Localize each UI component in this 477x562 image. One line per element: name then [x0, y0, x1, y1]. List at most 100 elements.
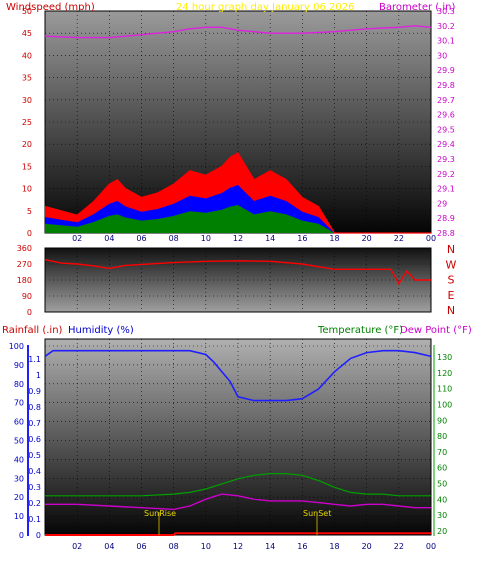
wind-y-tick: 0 — [27, 229, 32, 238]
wind-x-tick: 04 — [104, 234, 114, 243]
rainfall-y-tick: 0.6 — [28, 435, 41, 444]
baro-y-tick: 30.2 — [437, 22, 455, 31]
direction-y-tick: 0 — [27, 308, 32, 317]
rainfall-y-tick: 0.2 — [28, 499, 41, 508]
wind-y-tick: 10 — [22, 185, 32, 194]
baro-y-tick: 29.1 — [437, 185, 455, 194]
humidity-x-tick: 22 — [394, 542, 404, 551]
graph-title: 24 hour graph day January 06 2026 — [176, 2, 354, 13]
wind-x-tick: 00 — [426, 234, 436, 243]
humidity-axis-title: Humidity (%) — [68, 325, 134, 336]
compass-label: W — [446, 258, 457, 271]
wind-y-tick: 20 — [22, 140, 32, 149]
humidity-x-tick: 08 — [169, 542, 179, 551]
rainfall-line — [45, 532, 431, 536]
rainfall-y-tick: 0.3 — [28, 483, 41, 492]
wind-y-tick: 30 — [22, 96, 32, 105]
wind-y-tick: 35 — [22, 74, 32, 83]
sunset-label: SunSet — [303, 509, 331, 518]
wind-y-tick: 40 — [22, 51, 32, 60]
humidity-x-tick: 14 — [265, 542, 275, 551]
baro-y-tick: 30.3 — [437, 7, 455, 16]
direction-y-tick: 90 — [22, 292, 32, 301]
humidity-x-tick: 16 — [297, 542, 307, 551]
humidity-x-tick: 12 — [233, 542, 243, 551]
windspeed-average-area — [45, 205, 431, 233]
baro-y-tick: 29.9 — [437, 66, 455, 75]
rainfall-y-tick: 0.7 — [28, 419, 41, 428]
baro-y-tick: 30 — [437, 51, 447, 60]
rainfall-y-tick: 1.1 — [28, 355, 41, 364]
temperature-y-tick: 20 — [437, 527, 447, 536]
temperature-y-tick: 30 — [437, 511, 447, 520]
wind-x-tick: 22 — [394, 234, 404, 243]
rainfall-axis-title: Rainfall (.in) — [2, 325, 63, 336]
humidity-y-tick: 30 — [14, 474, 24, 483]
rainfall-y-tick: 0.4 — [28, 467, 41, 476]
humidity-x-tick: 20 — [362, 542, 372, 551]
wind-x-tick: 12 — [233, 234, 243, 243]
temperature-y-tick: 90 — [437, 416, 447, 425]
wind-x-tick: 10 — [201, 234, 211, 243]
baro-y-tick: 29.2 — [437, 170, 455, 179]
direction-y-tick: 180 — [17, 276, 32, 285]
barometer-axis-title: Barometer (.in) — [379, 2, 455, 13]
wind-x-tick: 16 — [297, 234, 307, 243]
direction-y-tick: 360 — [17, 244, 32, 253]
temperature-axis-title: Temperature (°F) — [317, 325, 403, 336]
wind-x-tick: 18 — [329, 234, 339, 243]
temperature-y-tick: 110 — [437, 385, 452, 394]
wind-y-tick: 45 — [22, 29, 32, 38]
compass-label: N — [447, 243, 455, 256]
humidity-y-tick: 70 — [14, 399, 24, 408]
temperature-y-tick: 120 — [437, 369, 452, 378]
compass-label: S — [448, 274, 455, 287]
humidity-x-tick: 00 — [426, 542, 436, 551]
wind-x-tick: 06 — [136, 234, 146, 243]
baro-y-tick: 29 — [437, 199, 447, 208]
compass-label: N — [447, 304, 455, 317]
humidity-y-tick: 50 — [14, 437, 24, 446]
wind-x-tick: 02 — [72, 234, 82, 243]
rainfall-y-tick: 0.5 — [28, 451, 41, 460]
baro-y-tick: 29.3 — [437, 155, 455, 164]
wind-y-tick: 25 — [22, 118, 32, 127]
baro-y-tick: 30.1 — [437, 37, 455, 46]
direction-y-tick: 270 — [17, 260, 32, 269]
wind-x-tick: 08 — [169, 234, 179, 243]
humidity-y-tick: 90 — [14, 361, 24, 370]
baro-y-tick: 29.7 — [437, 96, 455, 105]
temperature-y-tick: 130 — [437, 353, 452, 362]
rainfall-y-tick: 0.9 — [28, 387, 41, 396]
humidity-y-tick: 40 — [14, 455, 24, 464]
humidity-x-tick: 02 — [72, 542, 82, 551]
humidity-y-tick: 10 — [14, 512, 24, 521]
humidity-x-tick: 18 — [329, 542, 339, 551]
wind-x-tick: 20 — [362, 234, 372, 243]
temperature-y-tick: 100 — [437, 400, 452, 409]
humidity-y-tick: 80 — [14, 380, 24, 389]
rainfall-y-tick: 0.1 — [28, 515, 41, 524]
temperature-y-tick: 40 — [437, 495, 447, 504]
tick-layer: 02 04 06 08 10 12 14 16 18 20 22 005045403530252015… — [9, 7, 457, 551]
baro-y-tick: 28.8 — [437, 229, 455, 238]
humidity-y-tick: 0 — [19, 531, 24, 540]
humidity-y-tick: 60 — [14, 418, 24, 427]
dewpoint-axis-title: Dew Point (°F) — [400, 325, 472, 336]
baro-y-tick: 29.8 — [437, 81, 455, 90]
rainfall-y-tick: 1 — [36, 371, 41, 380]
series-layer — [44, 25, 432, 536]
temperature-line — [45, 473, 431, 497]
humidity-y-tick: 20 — [14, 493, 24, 502]
humidity-x-tick: 04 — [104, 542, 114, 551]
wind-y-tick: 15 — [22, 162, 32, 171]
temperature-y-tick: 70 — [437, 448, 447, 457]
baro-y-tick: 29.6 — [437, 111, 455, 120]
humidity-x-tick: 10 — [201, 542, 211, 551]
windspeed-axis-title: Windspeed (mph) — [6, 2, 95, 13]
sunrise-label: SunRise — [144, 509, 176, 518]
humidity-x-tick: 06 — [136, 542, 146, 551]
rainfall-y-tick: 0 — [36, 531, 41, 540]
rainfall-y-tick: 0.8 — [28, 403, 41, 412]
